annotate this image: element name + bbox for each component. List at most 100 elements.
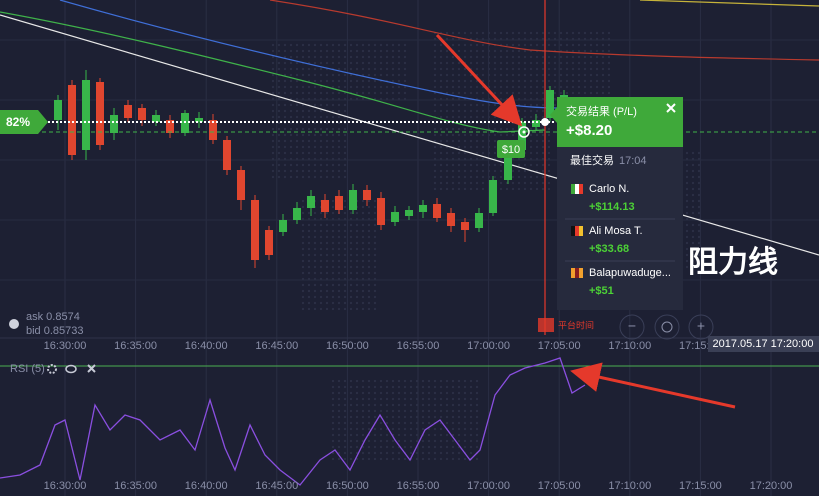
candle-body <box>405 210 413 216</box>
payout: 82% <box>6 115 30 129</box>
time-label: 16:35:00 <box>114 340 157 352</box>
flag <box>579 184 583 194</box>
flag <box>579 226 583 236</box>
candle-body <box>82 80 90 150</box>
zoom-out[interactable] <box>619 314 645 340</box>
visibility-button[interactable] <box>65 364 77 374</box>
candle-body <box>489 180 497 213</box>
time-label: 16:45:00 <box>255 340 298 352</box>
annotation: 阻力线 <box>688 246 778 279</box>
time-label: 17:05:00 <box>538 480 581 492</box>
candle-body <box>110 115 118 133</box>
zoom-out-icon: − <box>628 318 636 334</box>
flag <box>575 226 579 236</box>
best-trades-time: 17:04 <box>619 155 647 167</box>
candle-body <box>279 220 287 232</box>
candle-body <box>349 190 357 210</box>
timestamp: 2017.05.17 17:20:00 <box>713 338 814 350</box>
candle-body <box>419 205 427 212</box>
result-title: 交易结果 (P/L) <box>566 104 637 118</box>
candle-body <box>363 190 371 200</box>
stake-badge <box>497 140 525 158</box>
candle-body <box>237 170 245 200</box>
candle-body <box>391 212 399 222</box>
time-label: 16:55:00 <box>397 480 440 492</box>
candle-body <box>335 196 343 210</box>
candle-body <box>209 120 217 140</box>
trader-name: Ali Mosa T. <box>589 225 643 237</box>
time-label: 17:20:00 <box>750 480 793 492</box>
time-label: 17:05:00 <box>538 340 581 352</box>
candle-body <box>293 208 301 220</box>
trader-profit: +$51 <box>589 285 614 297</box>
result-pointer <box>550 107 557 123</box>
center-button[interactable] <box>654 314 680 340</box>
flag <box>571 268 575 278</box>
deal-marker <box>518 126 530 138</box>
close-button[interactable] <box>666 103 676 113</box>
time-label: 16:55:00 <box>397 340 440 352</box>
flag <box>575 184 579 194</box>
ma-red <box>269 0 819 61</box>
flag-icon <box>538 318 554 332</box>
candle-body <box>223 140 231 170</box>
flag <box>579 268 583 278</box>
candle-body <box>321 200 329 212</box>
candle-body <box>152 115 160 122</box>
price-marker <box>541 118 549 126</box>
settings-button[interactable] <box>47 364 57 374</box>
stake: $10 <box>502 144 520 156</box>
candle-body <box>195 118 203 122</box>
candle-body <box>138 108 146 120</box>
ask: ask 0.8574 <box>26 311 80 323</box>
time-label: 16:35:00 <box>114 480 157 492</box>
payout-badge <box>0 110 48 134</box>
zoom-in[interactable] <box>688 314 714 340</box>
trader-profit: +$33.68 <box>589 243 629 255</box>
time-axis: 16:30:00 16:35:00 16:40:00 16:45:00 16:50:00… <box>44 340 722 352</box>
time-label: 16:50:00 <box>326 480 369 492</box>
candle-body <box>461 222 469 230</box>
zoom-in-icon: + <box>697 318 705 334</box>
platform-time: 平台时间 <box>558 319 594 330</box>
candle-body <box>377 198 385 225</box>
candle-body <box>532 120 540 127</box>
candle-body <box>68 85 76 155</box>
candle-body <box>54 100 62 120</box>
time-label: 16:30:00 <box>44 480 87 492</box>
flag <box>575 268 579 278</box>
result-header <box>557 97 683 147</box>
trader-name: Carlo N. <box>589 183 629 195</box>
ma-yellow <box>639 0 819 7</box>
rsi-line <box>0 357 586 486</box>
candle-body <box>124 105 132 118</box>
candle-body <box>546 90 554 118</box>
time-label: 17:10:00 <box>608 340 651 352</box>
candle-body <box>447 213 455 226</box>
ma-green <box>0 11 546 133</box>
time-label: 16:40:00 <box>185 340 228 352</box>
time-label: 16:50:00 <box>326 340 369 352</box>
time-label: 17:10:00 <box>608 480 651 492</box>
best-trades-label: 最佳交易 <box>570 153 614 167</box>
flag <box>571 226 575 236</box>
candle-body <box>475 213 483 228</box>
time-label: 17:00:00 <box>467 480 510 492</box>
info-icon[interactable] <box>9 319 19 329</box>
candle-body <box>251 200 259 260</box>
deal-marker-dot <box>522 130 526 134</box>
time-label: 17:15:00 <box>679 480 722 492</box>
result-profit: +$8.20 <box>566 122 612 139</box>
candle-body <box>265 230 273 255</box>
time-label: 16:40:00 <box>185 480 228 492</box>
ma-blue <box>59 0 601 111</box>
time-label: 17:00:00 <box>467 340 510 352</box>
candle-body <box>96 82 104 145</box>
flag <box>571 184 575 194</box>
trader-profit: +$114.13 <box>589 201 635 213</box>
remove-button[interactable] <box>87 364 96 373</box>
candle-body <box>504 150 512 180</box>
rsi-label: RSI (5) <box>10 363 45 375</box>
